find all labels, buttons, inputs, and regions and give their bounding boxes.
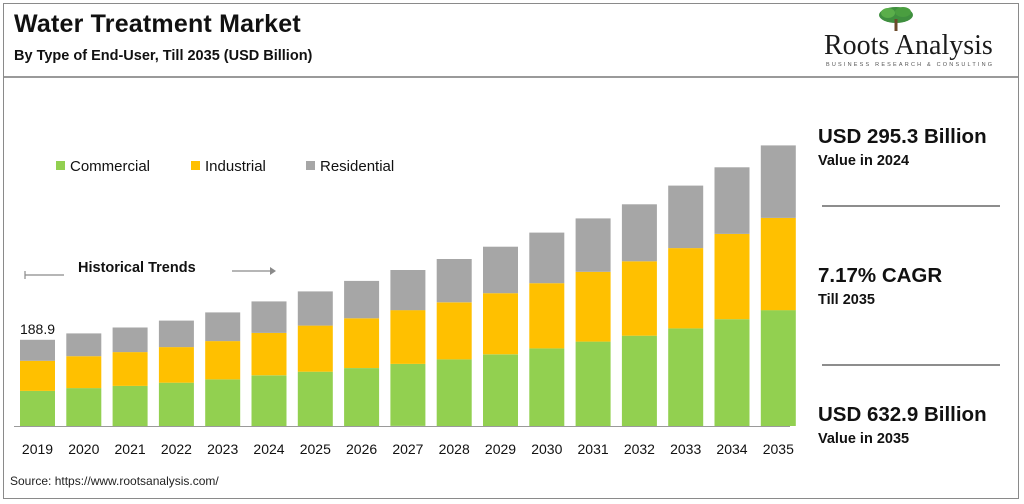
bar-residential-2021 bbox=[112, 327, 148, 353]
stat-value-2024: USD 295.3 Billion bbox=[818, 125, 987, 148]
bar-commercial-2032 bbox=[621, 335, 657, 426]
chart-title: Water Treatment Market bbox=[14, 10, 301, 38]
bar-industrial-2022 bbox=[158, 347, 194, 383]
bar-commercial-2023 bbox=[205, 379, 241, 426]
logo-tagline: BUSINESS RESEARCH & CONSULTING bbox=[826, 62, 995, 68]
stat-caption-2035: Value in 2035 bbox=[818, 431, 910, 447]
bar-industrial-2023 bbox=[205, 341, 241, 380]
bar-industrial-2026 bbox=[344, 318, 380, 368]
bar-commercial-2027 bbox=[390, 363, 426, 426]
bar-commercial-2025 bbox=[297, 371, 333, 426]
x-tick-label-2029: 2029 bbox=[485, 441, 516, 457]
bar-industrial-2019 bbox=[20, 360, 55, 391]
x-tick-label-2021: 2021 bbox=[115, 441, 146, 457]
bar-industrial-2031 bbox=[575, 271, 611, 342]
x-tick-label-2028: 2028 bbox=[439, 441, 470, 457]
legend-item-industrial: Industrial bbox=[191, 158, 266, 175]
bar-residential-2028 bbox=[436, 259, 472, 303]
legend-label-residential: Residential bbox=[320, 158, 395, 175]
x-tick-label-2030: 2030 bbox=[531, 441, 562, 457]
bar-residential-2022 bbox=[158, 320, 194, 348]
bar-residential-2024 bbox=[251, 301, 287, 333]
x-tick-label-2026: 2026 bbox=[346, 441, 377, 457]
legend-swatch-residential bbox=[306, 161, 315, 170]
bar-residential-2031 bbox=[575, 218, 611, 272]
bar-industrial-2030 bbox=[529, 283, 565, 349]
x-tick-label-2024: 2024 bbox=[253, 441, 284, 457]
bar-commercial-2019 bbox=[20, 390, 55, 426]
bar-industrial-2032 bbox=[621, 261, 657, 336]
stat-caption-2024: Value in 2024 bbox=[818, 153, 910, 169]
x-tick-label-2022: 2022 bbox=[161, 441, 192, 457]
legend-label-industrial: Industrial bbox=[205, 158, 266, 175]
bar-residential-2033 bbox=[668, 185, 704, 249]
brand-logo: Roots Analysis BUSINESS RESEARCH & CONSU… bbox=[818, 6, 1014, 72]
stat-value-cagr: 7.17% CAGR bbox=[818, 264, 943, 287]
bar-commercial-2022 bbox=[158, 382, 194, 426]
bar-industrial-2024 bbox=[251, 332, 287, 376]
bar-residential-2025 bbox=[297, 291, 333, 326]
stat-divider-1 bbox=[822, 205, 1000, 207]
x-tick-label-2034: 2034 bbox=[716, 441, 747, 457]
stat-divider-2 bbox=[822, 364, 1000, 366]
header-divider bbox=[4, 76, 1018, 78]
data-label-2019: 188.9 bbox=[20, 321, 55, 337]
historical-trends-arrowhead bbox=[270, 267, 276, 275]
bar-residential-2019 bbox=[20, 339, 55, 361]
bar-residential-2032 bbox=[621, 204, 657, 262]
bar-residential-2034 bbox=[714, 167, 750, 234]
bar-industrial-2028 bbox=[436, 302, 472, 360]
bar-residential-2035 bbox=[760, 145, 796, 218]
bar-commercial-2021 bbox=[112, 385, 148, 427]
bar-residential-2030 bbox=[529, 232, 565, 284]
bar-industrial-2025 bbox=[297, 325, 333, 372]
legend-item-residential: Residential bbox=[306, 158, 394, 175]
legend-swatch-commercial bbox=[56, 161, 65, 170]
chart-subtitle: By Type of End-User, Till 2035 (USD Bill… bbox=[14, 48, 313, 64]
x-tick-label-2020: 2020 bbox=[68, 441, 99, 457]
bar-residential-2023 bbox=[205, 312, 241, 342]
bar-industrial-2029 bbox=[483, 293, 518, 355]
legend-label-commercial: Commercial bbox=[70, 158, 151, 175]
bar-residential-2026 bbox=[344, 280, 380, 319]
x-tick-label-2032: 2032 bbox=[624, 441, 655, 457]
x-tick-label-2031: 2031 bbox=[578, 441, 609, 457]
logo-name: Roots Analysis bbox=[824, 30, 993, 61]
source-note: Source: https://www.rootsanalysis.com/ bbox=[10, 474, 219, 488]
bar-commercial-2026 bbox=[344, 368, 380, 426]
bar-commercial-2028 bbox=[436, 359, 472, 426]
bar-industrial-2035 bbox=[760, 218, 796, 311]
tree-icon bbox=[879, 7, 913, 31]
bar-commercial-2030 bbox=[529, 348, 565, 426]
x-tick-label-2023: 2023 bbox=[207, 441, 238, 457]
historical-trends-label: Historical Trends bbox=[78, 260, 196, 276]
bar-industrial-2033 bbox=[668, 248, 704, 329]
bar-commercial-2035 bbox=[760, 310, 796, 426]
stat-value-2035: USD 632.9 Billion bbox=[818, 403, 987, 426]
legend-item-commercial: Commercial bbox=[56, 158, 150, 175]
stat-caption-cagr: Till 2035 bbox=[818, 292, 875, 308]
x-tick-label-2019: 2019 bbox=[22, 441, 53, 457]
x-tick-label-2027: 2027 bbox=[392, 441, 423, 457]
bar-commercial-2031 bbox=[575, 341, 611, 426]
bar-commercial-2024 bbox=[251, 375, 287, 426]
x-tick-label-2035: 2035 bbox=[763, 441, 794, 457]
bar-commercial-2029 bbox=[483, 354, 518, 426]
header: Water Treatment Market By Type of End-Us… bbox=[4, 4, 1018, 76]
x-tick-label-2025: 2025 bbox=[300, 441, 331, 457]
bar-industrial-2034 bbox=[714, 233, 750, 320]
x-tick-label-2033: 2033 bbox=[670, 441, 701, 457]
bar-industrial-2027 bbox=[390, 310, 426, 364]
bar-commercial-2034 bbox=[714, 319, 750, 426]
bar-commercial-2020 bbox=[66, 388, 102, 426]
bar-commercial-2033 bbox=[668, 328, 704, 426]
bar-residential-2027 bbox=[390, 270, 426, 311]
bar-residential-2029 bbox=[483, 246, 518, 294]
legend-swatch-industrial bbox=[191, 161, 200, 170]
bar-residential-2020 bbox=[66, 333, 102, 357]
bar-industrial-2021 bbox=[112, 352, 148, 386]
bar-industrial-2020 bbox=[66, 356, 102, 389]
